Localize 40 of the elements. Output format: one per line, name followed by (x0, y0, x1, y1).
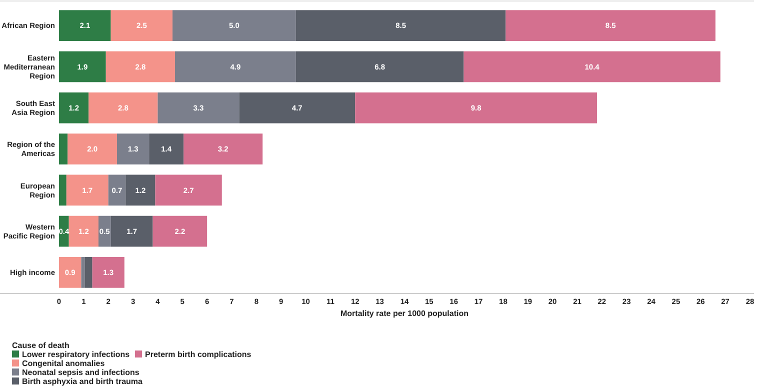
bar (116, 134, 150, 164)
legend-label: Neonatal sepsis and infections (22, 368, 140, 377)
bar (126, 174, 156, 206)
bar (68, 134, 117, 164)
bar (296, 10, 506, 41)
bar (81, 257, 85, 288)
bar (92, 257, 124, 288)
bar (155, 174, 222, 206)
bar (464, 51, 720, 82)
bar (59, 10, 111, 41)
bar (108, 174, 126, 206)
bar (184, 134, 263, 164)
bar (84, 257, 92, 288)
bar (296, 51, 464, 82)
bar (172, 10, 296, 41)
legend-label: Birth asphyxia and birth trauma (22, 376, 144, 386)
bar (106, 51, 175, 82)
bar (98, 216, 111, 247)
bar (110, 216, 153, 247)
bar (59, 134, 68, 164)
legend-label: Preterm birth complications (145, 350, 252, 359)
bar (66, 174, 108, 206)
bar (59, 51, 106, 82)
legend-label: Congenital anomalies (22, 358, 106, 368)
bar (158, 92, 240, 124)
bar (59, 174, 66, 206)
bar (355, 92, 597, 124)
x-axis-title: Mortality rate per 1000 population (340, 309, 469, 318)
bar (110, 10, 173, 41)
bar (149, 134, 184, 164)
bar (68, 216, 98, 247)
bar (239, 92, 356, 124)
legend-label: Lower respiratory infections (22, 350, 130, 359)
bar (88, 92, 158, 124)
bar (506, 10, 716, 41)
legend-title: Cause of death (12, 340, 70, 350)
bar (174, 51, 296, 82)
bar (152, 216, 208, 247)
bar (59, 92, 89, 124)
bar (59, 257, 82, 288)
